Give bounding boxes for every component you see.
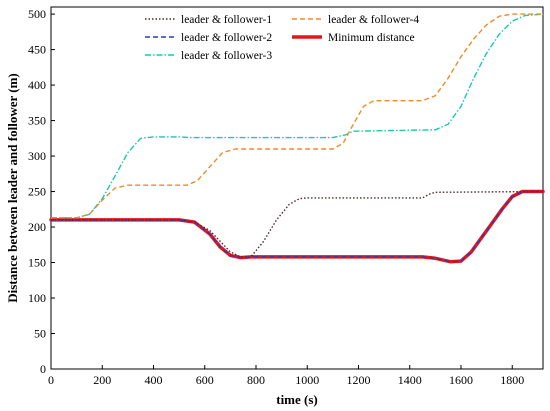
y-axis-label: Distance between leader and follower (m) bbox=[5, 73, 20, 303]
legend: leader & follower-1 leader & follower-2 le… bbox=[145, 14, 419, 62]
y-tick-label: 200 bbox=[28, 220, 46, 234]
series-line-3 bbox=[51, 13, 544, 219]
x-tick-label: 1400 bbox=[398, 373, 422, 387]
y-tick-label: 500 bbox=[28, 7, 46, 21]
series-lines bbox=[49, 13, 545, 264]
x-tick-label: 0 bbox=[48, 373, 54, 387]
y-tick-label: 450 bbox=[28, 43, 46, 57]
y-tick-label: 250 bbox=[28, 185, 46, 199]
y-tick-label: 0 bbox=[40, 362, 46, 376]
legend-entry-label: leader & follower-2 bbox=[181, 32, 272, 44]
legend-entry-label: leader & follower-3 bbox=[181, 50, 272, 62]
y-axis-ticks: 0 50 100 150 200 250 300 350 400 450 500 bbox=[28, 7, 55, 376]
x-tick-label: 600 bbox=[196, 373, 214, 387]
x-axis-label: time (s) bbox=[276, 392, 318, 407]
y-tick-label: 350 bbox=[28, 114, 46, 128]
y-tick-label: 400 bbox=[28, 78, 46, 92]
series-line-2 bbox=[51, 190, 543, 263]
y-tick-label: 100 bbox=[28, 291, 46, 305]
legend-entry-label: leader & follower-1 bbox=[181, 14, 272, 26]
legend-entry-label: Minimum distance bbox=[328, 32, 415, 44]
x-tick-label: 1200 bbox=[347, 373, 371, 387]
plot-area bbox=[50, 6, 544, 370]
y-tick-label: 50 bbox=[34, 327, 46, 341]
series-line-4 bbox=[51, 13, 543, 219]
x-tick-label: 800 bbox=[247, 373, 265, 387]
y-tick-label: 300 bbox=[28, 149, 46, 163]
y-tick-label: 150 bbox=[28, 256, 46, 270]
series-line-1 bbox=[51, 190, 544, 258]
legend-entry-label: leader & follower-4 bbox=[328, 14, 419, 26]
x-tick-label: 1600 bbox=[449, 373, 473, 387]
x-tick-label: 1000 bbox=[295, 373, 319, 387]
x-tick-label: 400 bbox=[145, 373, 163, 387]
x-tick-label: 1800 bbox=[500, 373, 524, 387]
x-tick-label: 200 bbox=[93, 373, 111, 387]
x-axis-ticks: 0 200 400 600 800 1000 1200 1400 1600 1800 bbox=[48, 365, 524, 387]
